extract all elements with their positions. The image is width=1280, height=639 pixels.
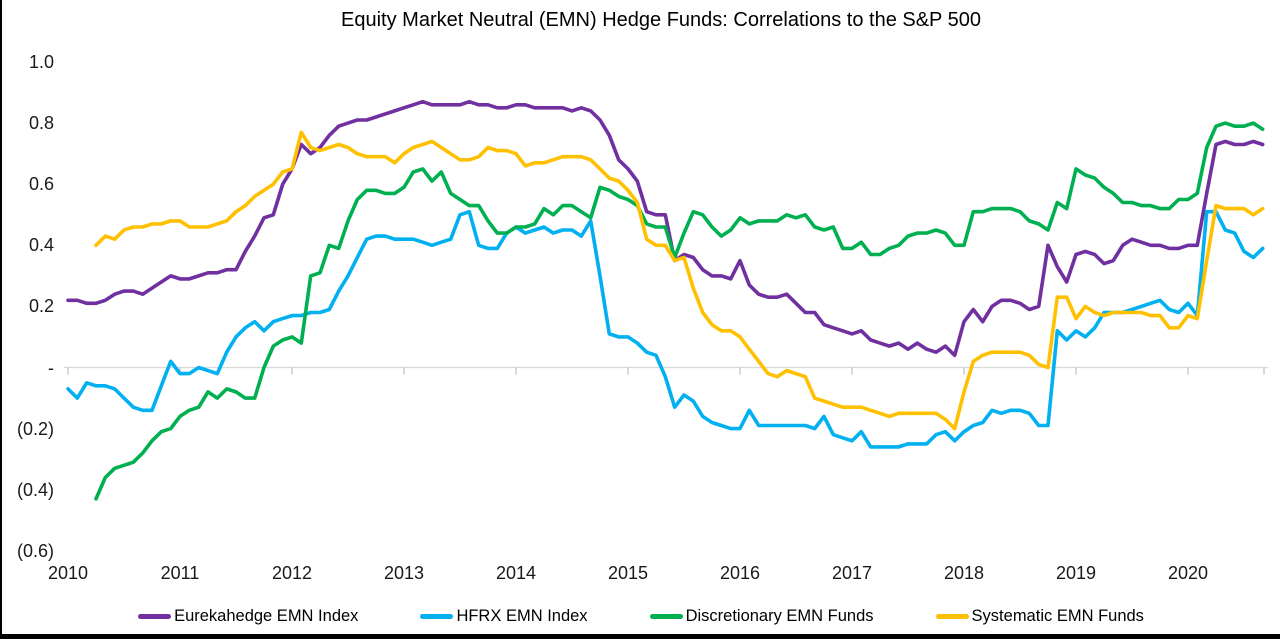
legend-item-eurekahedge: Eurekahedge EMN Index — [138, 607, 358, 626]
series-line-hfrx-emn-index — [66, 209, 1265, 449]
y-axis-tick-label: 1.0 — [28, 52, 54, 72]
y-axis-tick-label: 0.8 — [28, 113, 54, 134]
legend-label: HFRX EMN Index — [456, 606, 588, 625]
chart-legend: Eurekahedge EMN Index HFRX EMN Index Dis… — [2, 603, 1280, 629]
x-axis-tick-label: 2010 — [47, 563, 89, 583]
series-line-systematic-emn-funds — [94, 130, 1265, 431]
x-axis-tick-label: 2013 — [383, 563, 425, 583]
series-line-eurekahedge-emn-index — [66, 99, 1265, 358]
legend-label: Eurekahedge EMN Index — [174, 606, 359, 625]
x-axis-tick-label: 2014 — [495, 563, 537, 583]
y-axis-tick-label: (0.6) — [16, 540, 54, 561]
x-axis-tick-label: 2011 — [160, 563, 200, 583]
x-axis-tick-label: 2012 — [271, 563, 313, 583]
x-axis-tick-label: 2018 — [943, 563, 985, 583]
legend-label: Discretionary EMN Funds — [685, 606, 874, 625]
discretionary-line-swatch-icon — [649, 613, 683, 619]
legend-item-systematic: Systematic EMN Funds — [935, 606, 1144, 626]
legend-item-discretionary: Discretionary EMN Funds — [649, 606, 874, 626]
x-axis-tick-label: 2016 — [719, 563, 761, 583]
x-axis-tick-label: 2015 — [607, 563, 649, 583]
legend-item-hfrx: HFRX EMN Index — [420, 606, 588, 626]
hfrx-line-swatch-icon — [420, 613, 454, 619]
chart-title: Equity Market Neutral (EMN) Hedge Funds:… — [341, 9, 981, 31]
systematic-line-swatch-icon — [935, 613, 969, 619]
y-axis-tick-label: 0.4 — [28, 235, 54, 256]
y-axis-tick-label: (0.2) — [16, 418, 54, 439]
y-axis-tick-label: 0.6 — [28, 174, 54, 195]
y-axis-tick-label: 0.2 — [28, 296, 54, 317]
x-axis-tick-label: 2019 — [1055, 563, 1097, 583]
y-axis-tick-label: - — [48, 357, 54, 378]
series-line-discretionary-emn-funds — [94, 121, 1265, 501]
x-axis-tick-label: 2020 — [1167, 563, 1209, 583]
x-axis-tick-label: 2017 — [831, 563, 873, 583]
legend-label: Systematic EMN Funds — [971, 606, 1144, 625]
y-axis-tick-label: (0.4) — [16, 479, 54, 500]
eurekahedge-line-swatch-icon — [138, 613, 172, 619]
